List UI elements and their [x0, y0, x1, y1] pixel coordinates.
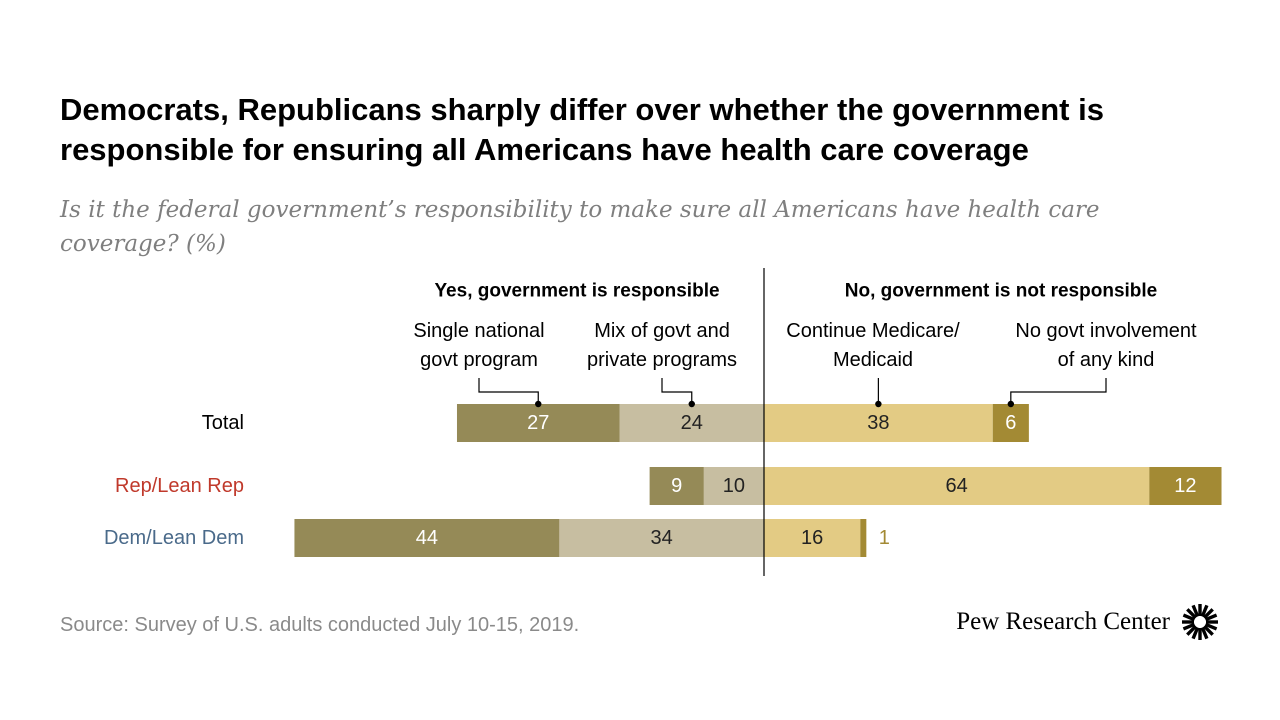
bar-mix-0 — [619, 404, 764, 442]
legend-label-0-a: Single national — [413, 320, 544, 342]
bar-mix-1 — [703, 467, 764, 505]
chart-title: Democrats, Republicans sharply differ ov… — [60, 92, 1104, 167]
leader-line-1 — [661, 378, 693, 404]
legend-label-0-b: govt program — [420, 349, 538, 371]
value-label-1: 12 — [1174, 475, 1196, 497]
legend-label-2-a: Continue Medicare/ — [786, 320, 960, 342]
value-label-2: 44 — [416, 527, 438, 549]
value-label-1: 9 — [671, 475, 682, 497]
legend-label-2-b: Medicaid — [833, 349, 913, 371]
chart-subtitle: Is it the federal government’s responsib… — [60, 197, 1100, 257]
row-label-0: Total — [202, 412, 244, 434]
bar-continue-0 — [764, 404, 993, 442]
value-label-1: 64 — [946, 475, 968, 497]
pew-logo: Pew Research Center — [956, 600, 1220, 644]
bar-continue-1 — [764, 467, 1150, 505]
value-label-2: 16 — [801, 527, 823, 549]
leader-dot-3 — [1007, 400, 1015, 408]
value-label-2: 1 — [879, 527, 890, 549]
bar-single-0 — [456, 404, 620, 442]
leader-dot-2 — [875, 400, 882, 408]
value-label-0: 27 — [527, 412, 549, 434]
legend-label-3-a: No govt involvement — [1015, 320, 1197, 342]
group-header-yes: Yes, government is responsible — [434, 281, 719, 302]
bar-mix-2 — [559, 519, 764, 557]
bar-no-0 — [992, 404, 1029, 442]
legend-label-3-b: of any kind — [1058, 349, 1155, 371]
bar-no-2 — [860, 519, 867, 557]
row-label-2: Dem/Lean Dem — [104, 527, 244, 549]
row-label-1: Rep/Lean Rep — [115, 475, 244, 497]
group-header-no: No, government is not responsible — [845, 281, 1158, 302]
bar-single-2 — [294, 519, 560, 557]
value-label-1: 10 — [723, 475, 745, 497]
bar-continue-2 — [764, 519, 861, 557]
source-note: Source: Survey of U.S. adults conducted … — [60, 614, 580, 636]
legend-label-1-a: Mix of govt and — [594, 320, 730, 342]
pew-sunburst-icon — [1182, 604, 1218, 640]
value-label-0: 6 — [1005, 412, 1016, 434]
leader-dot-1 — [688, 400, 695, 408]
logo-text: Pew Research Center — [956, 608, 1170, 635]
leader-line-3 — [1010, 378, 1107, 404]
leader-dot-0 — [535, 400, 542, 408]
value-label-2: 34 — [651, 527, 673, 549]
leader-line-0 — [478, 378, 539, 404]
value-label-0: 24 — [681, 412, 703, 434]
legend-label-1-b: private programs — [587, 349, 737, 371]
bar-no-1 — [1149, 467, 1222, 505]
value-label-0: 38 — [867, 412, 889, 434]
bar-single-1 — [649, 467, 704, 505]
